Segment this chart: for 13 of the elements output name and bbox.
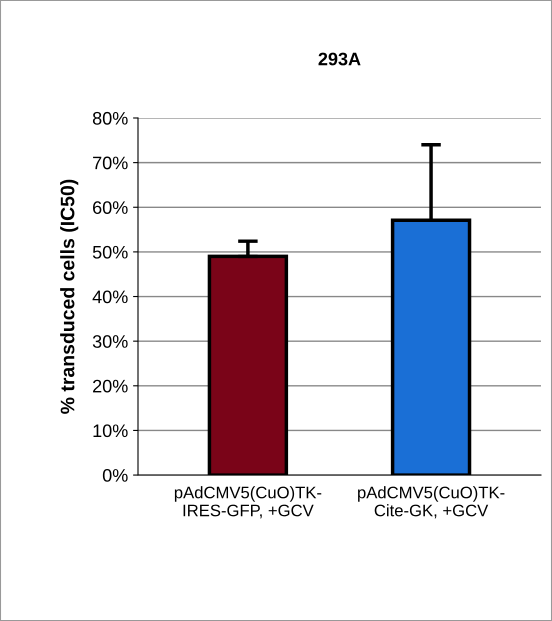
y-axis-title: % transduced cells (IC50) — [60, 180, 78, 414]
y-tick-label: 80% — [92, 112, 128, 125]
y-tick-label: 20% — [93, 380, 128, 393]
y-tick-label: 50% — [92, 246, 128, 259]
x-tick-label: pAdCMV5(CuO)TK- IRES-GFP, +GCV — [174, 486, 322, 518]
y-tick-label: 40% — [92, 290, 128, 304]
chart-title: 293A — [318, 52, 361, 66]
x-tick-label: pAdCMV5(CuO)TK- Cite-GK, +GCV — [358, 486, 504, 518]
y-tick-label: 0% — [102, 469, 128, 482]
y-tick-label: 30% — [92, 335, 128, 348]
y-tick-label: 70% — [93, 156, 128, 170]
y-tick-label: 60% — [93, 201, 128, 214]
y-tick-label: 10% — [94, 424, 128, 438]
